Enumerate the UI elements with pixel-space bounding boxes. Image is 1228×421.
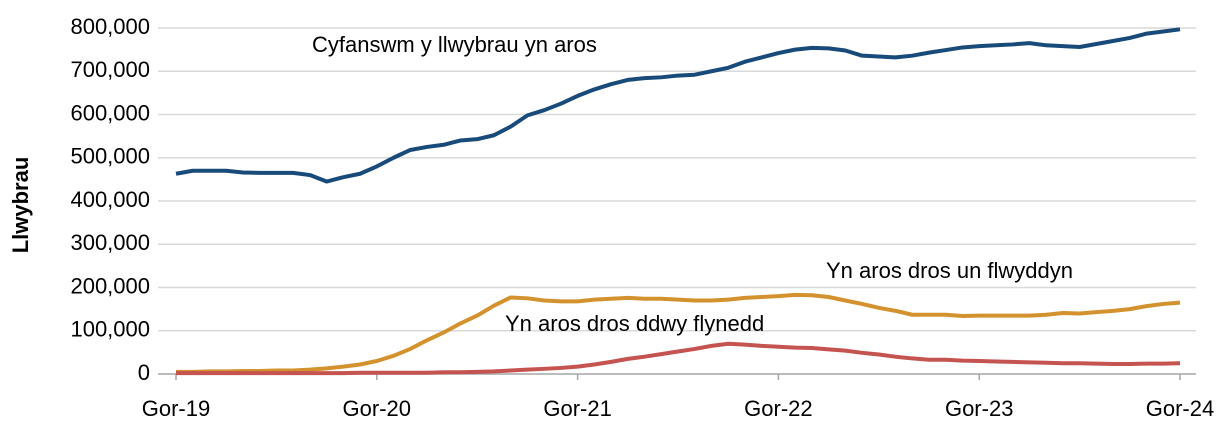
y-tick-label: 200,000 [70,273,150,298]
x-tick-label: Gor-21 [543,396,611,421]
y-tick-label: 500,000 [70,144,150,169]
y-tick-label: 400,000 [70,187,150,212]
x-tick-label: Gor-24 [1146,396,1214,421]
line-series [175,27,1181,184]
y-tick-label: 100,000 [70,317,150,342]
y-tick-label: 600,000 [70,100,150,125]
x-tick-label: Gor-22 [744,396,812,421]
series-label: Cyfanswm y llwybrau yn aros [312,32,597,57]
series-label: Yn aros dros ddwy flynedd [505,311,764,336]
y-tick-label: 800,000 [70,14,150,39]
x-tick-label: Gor-20 [343,396,411,421]
line-series [176,341,1181,376]
y-tick-label: 300,000 [70,230,150,255]
x-tick-label: Gor-23 [945,396,1013,421]
series-label: Yn aros dros un flwyddyn [826,258,1073,283]
y-tick-label: 700,000 [70,57,150,82]
y-tick-label: 0 [138,360,150,385]
x-tick-label: Gor-19 [142,396,210,421]
y-axis-label: Llwybrau [8,157,33,254]
line-series [176,292,1181,374]
